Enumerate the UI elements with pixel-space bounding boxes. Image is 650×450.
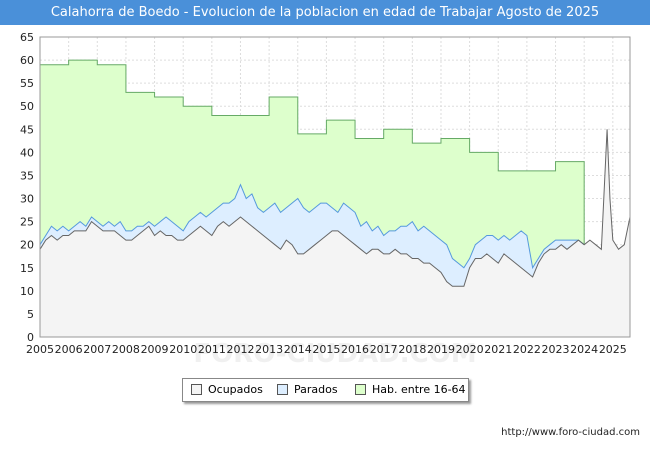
x-tick-label: 2024 [570,343,598,356]
y-tick-label: 0 [27,331,34,344]
legend-label-parados: Parados [294,383,338,396]
y-tick-label: 15 [20,262,34,275]
legend-swatch-parados [277,383,288,395]
chart-legend: Ocupados Parados Hab. entre 16-64 [182,378,469,402]
y-tick-label: 20 [20,239,34,252]
x-tick-label: 2013 [255,343,283,356]
series-line-hab [40,59,585,245]
x-tick-label: 2015 [312,343,340,356]
x-tick-label: 2016 [341,343,369,356]
y-tick-label: 55 [20,77,34,90]
x-tick-label: 2025 [599,343,627,356]
x-tick-label: 2021 [484,343,512,356]
x-tick-label: 2006 [55,343,83,356]
legend-item-parados: Parados [277,383,338,397]
x-tick-label: 2017 [370,343,398,356]
legend-swatch-ocupados [191,383,202,395]
y-tick-label: 60 [20,54,34,67]
chart-title: Calahorra de Boedo - Evolucion de la pob… [0,0,650,25]
y-tick-label: 65 [20,31,34,44]
y-tick-label: 10 [20,285,34,298]
legend-item-hab: Hab. entre 16-64 [355,383,466,397]
watermark: FORO-CIUDAD.COM [193,339,476,369]
legend-label-hab: Hab. entre 16-64 [372,383,466,396]
x-tick-label: 2023 [542,343,570,356]
y-tick-label: 25 [20,216,34,229]
y-tick-label: 35 [20,169,34,182]
legend-swatch-hab [355,383,366,395]
x-tick-label: 2009 [141,343,169,356]
x-tick-label: 2018 [398,343,426,356]
x-tick-label: 2008 [112,343,140,356]
series-area-ocupados [40,129,630,337]
series-line-ocupados [39,129,631,287]
x-tick-label: 2020 [456,343,484,356]
x-tick-label: 2011 [198,343,226,356]
y-tick-label: 40 [20,146,34,159]
x-tick-label: 2007 [83,343,111,356]
legend-item-ocupados: Ocupados [191,383,263,397]
y-tick-label: 45 [20,123,34,136]
x-tick-label: 2010 [169,343,197,356]
source-url: http://www.foro-ciudad.com [501,427,640,438]
x-tick-label: 2019 [427,343,455,356]
y-tick-label: 30 [20,193,34,206]
x-tick-label: 2005 [26,343,54,356]
legend-label-ocupados: Ocupados [208,383,263,396]
x-tick-label: 2012 [226,343,254,356]
y-tick-label: 50 [20,100,34,113]
y-tick-label: 5 [27,308,34,321]
series-line-parados [39,183,585,270]
x-tick-label: 2014 [284,343,312,356]
x-tick-label: 2022 [513,343,541,356]
plot-border [39,36,631,338]
